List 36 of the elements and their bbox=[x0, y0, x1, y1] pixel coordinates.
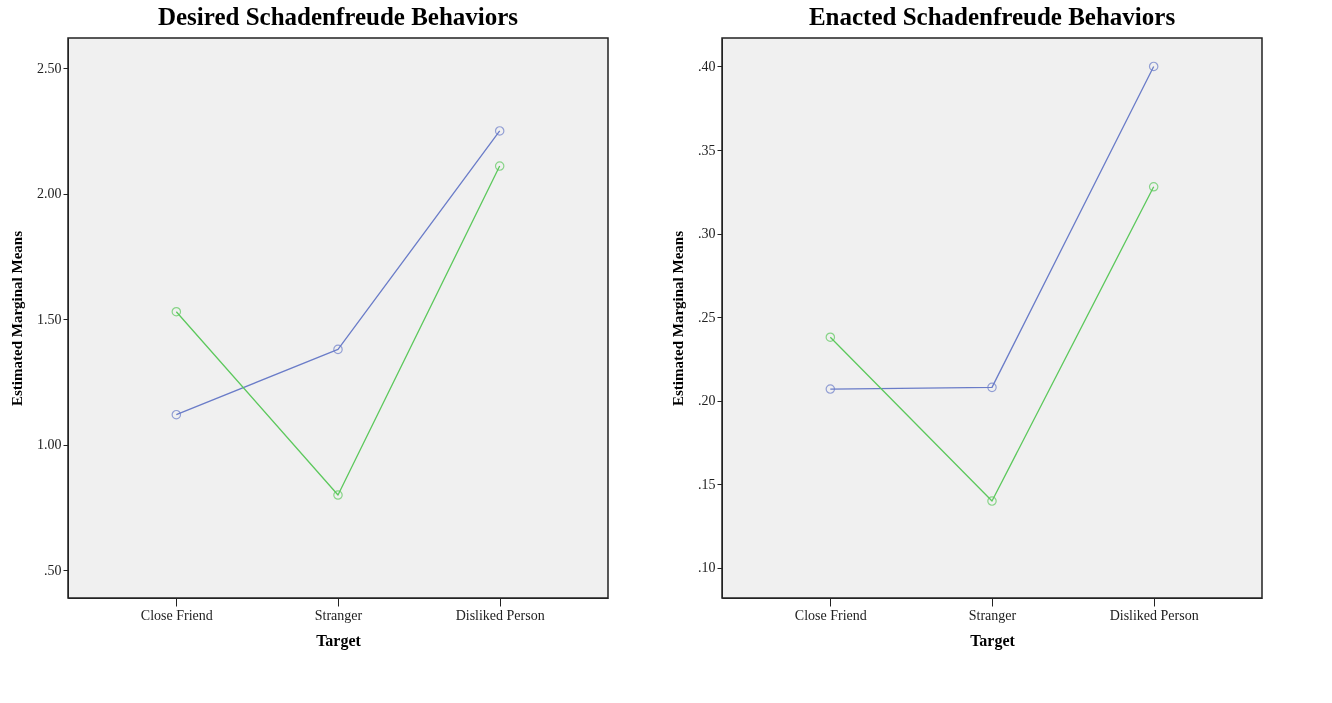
y-tick-label: 2.00 bbox=[37, 186, 62, 202]
x-tick-label: Disliked Person bbox=[455, 607, 545, 623]
chart-title: Enacted Schadenfreude Behaviors bbox=[808, 3, 1176, 30]
y-tick-label: .25 bbox=[698, 309, 716, 325]
y-tick-label: 1.00 bbox=[37, 437, 62, 453]
x-tick-label: Close Friend bbox=[794, 607, 867, 623]
y-tick-label: .20 bbox=[698, 393, 716, 409]
x-axis-title: Target bbox=[970, 631, 1016, 650]
point bbox=[987, 382, 997, 393]
y-tick-label: .50 bbox=[44, 562, 62, 578]
y-tick-label: .10 bbox=[698, 560, 716, 576]
point bbox=[333, 344, 343, 355]
point bbox=[987, 496, 997, 506]
chart-title: Desired Schadenfreude Behaviors bbox=[157, 3, 519, 30]
y-axis-title: Estimated Marginal Means bbox=[9, 230, 25, 406]
x-tick-label: Stranger bbox=[314, 607, 363, 623]
point bbox=[333, 490, 343, 500]
point bbox=[1148, 182, 1159, 192]
point bbox=[825, 384, 836, 394]
x-tick-label: Stranger bbox=[968, 607, 1017, 623]
y-tick-label: .40 bbox=[698, 58, 716, 74]
x-tick-label: Close Friend bbox=[140, 607, 213, 623]
y-tick-label: .35 bbox=[698, 142, 716, 158]
point bbox=[494, 161, 505, 171]
point bbox=[1148, 61, 1159, 72]
y-tick-label: .30 bbox=[698, 226, 716, 242]
y-tick-label: 2.50 bbox=[37, 60, 62, 76]
point bbox=[494, 126, 505, 136]
x-tick-label: Disliked Person bbox=[1109, 607, 1199, 623]
y-axis-title: Estimated Marginal Means bbox=[670, 230, 686, 406]
x-axis-title: Target bbox=[316, 631, 362, 650]
y-tick-label: .15 bbox=[698, 476, 716, 492]
point bbox=[171, 409, 182, 420]
y-tick-label: 1.50 bbox=[37, 311, 62, 327]
point bbox=[825, 332, 836, 342]
point bbox=[171, 306, 182, 317]
